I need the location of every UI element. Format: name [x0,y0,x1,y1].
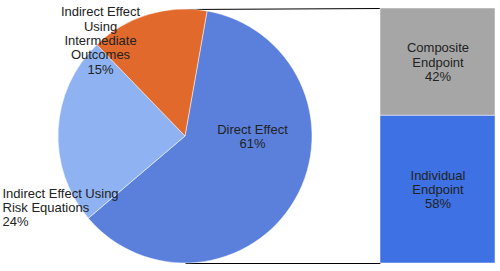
svg-text:IndividualEndpoint58%: IndividualEndpoint58% [411,168,466,212]
svg-text:Indirect Effect UsingRisk Equa: Indirect Effect UsingRisk Equations24% [3,186,119,230]
svg-text:CompositeEndpoint42%: CompositeEndpoint42% [407,40,469,84]
svg-text:Direct Effect61%: Direct Effect61% [217,122,288,151]
svg-text:Indirect EffectUsingIntermedia: Indirect EffectUsingIntermediateOutcomes… [61,4,141,76]
